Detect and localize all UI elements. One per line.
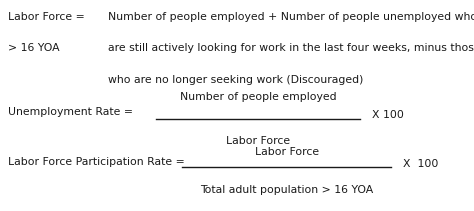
Text: are still actively looking for work in the last four weeks, minus those: are still actively looking for work in t… [108,43,474,53]
Text: who are no longer seeking work (Discouraged): who are no longer seeking work (Discoura… [108,75,364,85]
Text: X 100: X 100 [372,110,404,120]
Text: Labor Force =: Labor Force = [8,12,84,22]
Text: Labor Force Participation Rate =: Labor Force Participation Rate = [8,157,184,167]
Text: Labor Force: Labor Force [226,136,291,146]
Text: Number of people employed: Number of people employed [180,92,337,102]
Text: Number of people employed + Number of people unemployed who: Number of people employed + Number of pe… [108,12,474,22]
Text: Total adult population > 16 YOA: Total adult population > 16 YOA [200,185,374,195]
Text: Labor Force: Labor Force [255,147,319,157]
Text: > 16 YOA: > 16 YOA [8,43,59,53]
Text: Unemployment Rate =: Unemployment Rate = [8,107,133,116]
Text: X  100: X 100 [403,159,438,169]
